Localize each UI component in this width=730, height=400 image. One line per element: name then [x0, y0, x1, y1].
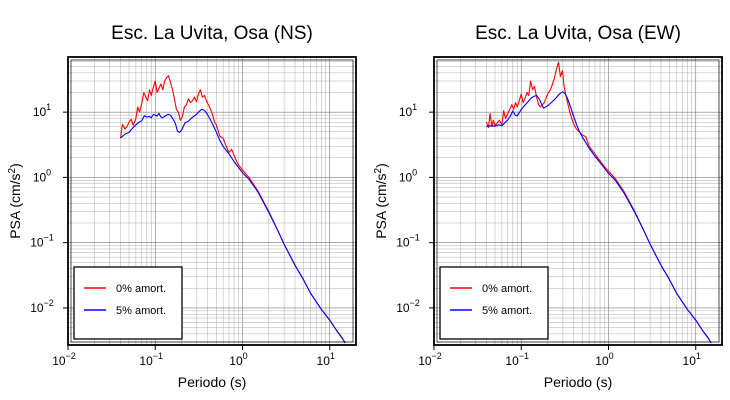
series-line-damped: [120, 108, 346, 344]
x-tick-label: 101: [683, 351, 701, 368]
x-tick-label: 10−2: [418, 351, 442, 368]
y-tick-base: 10: [396, 236, 410, 250]
x-tick-label: 101: [317, 351, 335, 368]
y-tick-base: 10: [396, 301, 410, 315]
y-axis-label-base: PSA (cm/s: [373, 173, 389, 238]
y-axis-label-end: ): [373, 163, 389, 168]
x-tick-base: 10: [683, 354, 697, 368]
x-axis-label: Periodo (s): [544, 374, 612, 390]
y-tick-label: 10−1: [396, 233, 420, 250]
y-tick-label: 100: [399, 167, 417, 184]
x-tick-base: 10: [229, 354, 243, 368]
plot-frame: [67, 56, 357, 346]
x-tick-exp: −1: [519, 351, 529, 361]
y-tick-exp: 1: [412, 102, 417, 112]
y-tick-base: 10: [399, 105, 413, 119]
x-tick-base: 10: [317, 354, 331, 368]
x-tick-base: 10: [595, 354, 609, 368]
x-tick-base: 10: [418, 354, 432, 368]
y-tick-base: 10: [30, 236, 44, 250]
x-tick-label: 10−1: [505, 351, 529, 368]
y-axis-label-sup: 2: [373, 167, 384, 173]
plot-frame-inner: [70, 59, 354, 343]
x-tick-base: 10: [139, 354, 153, 368]
series-line-undamped: [485, 61, 712, 344]
y-axis-label: PSA (cm/s2): [7, 163, 23, 239]
legend-box: [73, 266, 183, 340]
plot-frame-inner: [436, 59, 720, 343]
y-tick-exp: 0: [46, 167, 51, 177]
y-axis-label-base: PSA (cm/s: [7, 173, 23, 238]
legend-box: [439, 266, 549, 340]
x-tick-label: 10−2: [52, 351, 76, 368]
series-line-undamped: [119, 75, 346, 344]
y-tick-label: 10−2: [30, 298, 54, 315]
y-axis-label-sup: 2: [7, 167, 18, 173]
y-tick-label: 100: [33, 167, 51, 184]
y-tick-exp: 1: [46, 102, 51, 112]
y-tick-label: 101: [399, 102, 417, 119]
legend: 0% amort. 5% amort.: [73, 266, 183, 340]
y-tick-exp: −1: [44, 233, 54, 243]
x-tick-exp: −2: [66, 351, 76, 361]
x-tick-exp: 1: [696, 351, 701, 361]
y-tick-label: 10−1: [30, 233, 54, 250]
x-tick-label: 100: [229, 351, 247, 368]
y-tick-label: 101: [33, 102, 51, 119]
plot-frame: [433, 56, 723, 346]
x-tick-base: 10: [505, 354, 519, 368]
x-tick-base: 10: [52, 354, 66, 368]
y-tick-label: 10−2: [396, 298, 420, 315]
x-tick-label: 100: [595, 351, 613, 368]
x-tick-exp: −2: [432, 351, 442, 361]
x-tick-exp: 0: [609, 351, 614, 361]
legend: 0% amort. 5% amort.: [439, 266, 549, 340]
y-tick-exp: −1: [410, 233, 420, 243]
y-tick-exp: 0: [412, 167, 417, 177]
y-tick-base: 10: [33, 170, 47, 184]
y-tick-base: 10: [30, 301, 44, 315]
y-tick-base: 10: [33, 105, 47, 119]
y-tick-exp: −2: [410, 298, 420, 308]
x-tick-exp: 0: [243, 351, 248, 361]
y-tick-exp: −2: [44, 298, 54, 308]
chart-title: Esc. La Uvita, Osa (NS): [111, 23, 313, 44]
chart-title: Esc. La Uvita, Osa (EW): [475, 23, 681, 44]
x-tick-exp: −1: [153, 351, 163, 361]
legend-label-2: 5% amort.: [482, 305, 532, 317]
legend-label-1: 0% amort.: [116, 283, 166, 295]
legend-label-2: 5% amort.: [116, 305, 166, 317]
x-tick-label: 10−1: [139, 351, 163, 368]
y-axis-label-end: ): [7, 163, 23, 168]
y-axis-label: PSA (cm/s2): [373, 163, 389, 239]
legend-label-1: 0% amort.: [482, 283, 532, 295]
y-tick-base: 10: [399, 170, 413, 184]
x-axis-label: Periodo (s): [178, 374, 246, 390]
x-tick-exp: 1: [330, 351, 335, 361]
series-line-damped: [486, 91, 712, 344]
